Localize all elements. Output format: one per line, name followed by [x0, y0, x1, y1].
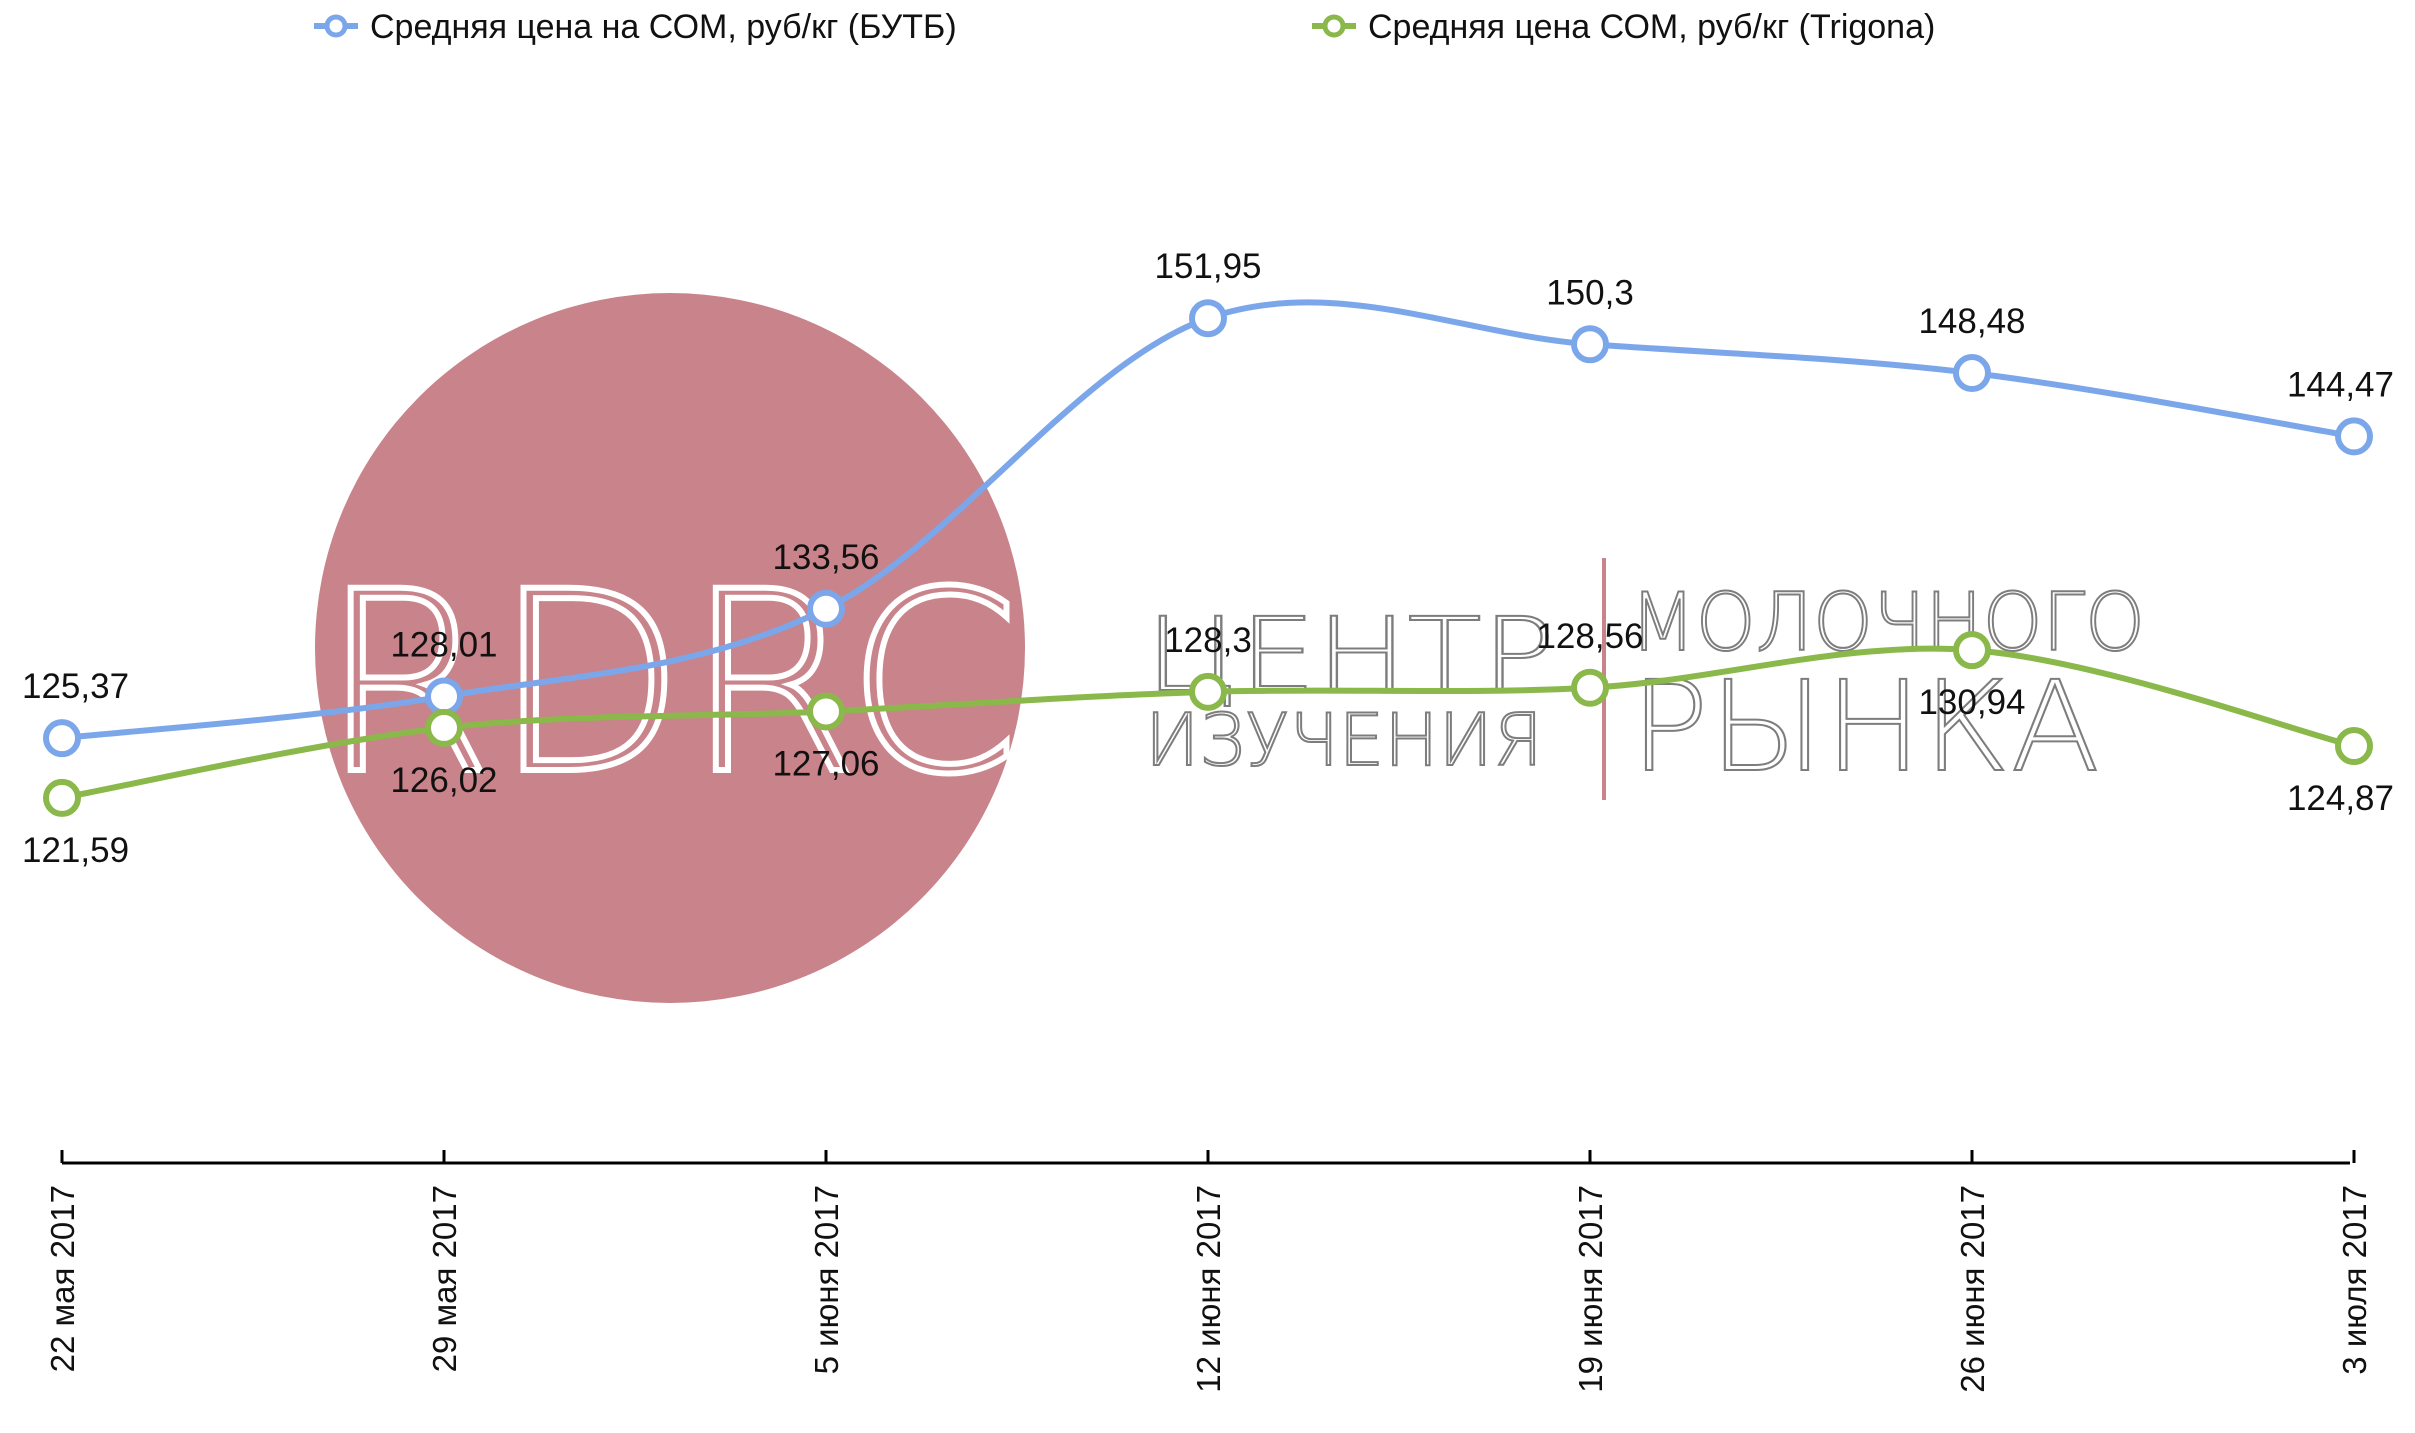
series-1-point — [425, 677, 463, 716]
legend-label-1: Средняя цена на СОМ, руб/кг (БУТБ) — [370, 8, 957, 46]
series-2-point — [43, 778, 81, 817]
series-1-data-label: 125,37 — [22, 667, 129, 706]
watermark-text-market: РЫНКА — [1630, 655, 2100, 800]
series-1-point — [43, 719, 81, 758]
series-1-data-label: 133,56 — [772, 538, 879, 577]
series-2-point — [2335, 727, 2373, 766]
series-2-point — [1953, 631, 1991, 670]
x-tick-label: 26 июня 2017 — [1954, 1185, 1991, 1393]
x-tick-label: 12 июня 2017 — [1190, 1185, 1227, 1393]
series — [43, 299, 2373, 817]
series-2-data-label: 121,59 — [22, 831, 129, 870]
series-1-point — [1571, 325, 1609, 364]
legend-marker-2 — [1322, 14, 1346, 38]
series-1-data-label: 150,3 — [1546, 273, 1634, 312]
series-2-point — [1189, 672, 1227, 711]
series-1-point — [1953, 354, 1991, 393]
series-1-point — [2335, 417, 2373, 456]
series-1-data-label: 144,47 — [2287, 365, 2394, 404]
series-2-data-label: 128,56 — [1536, 617, 1643, 656]
x-tick-label: 3 июля 2017 — [2336, 1185, 2373, 1375]
series-2-point — [1571, 668, 1609, 707]
watermark-text-dairy: МОЛОЧНОГО — [1630, 576, 2145, 669]
series-2-point — [425, 708, 463, 747]
data-labels: 125,37 128,01 133,56 151,95 150,3 148,48 144,4… — [22, 247, 2394, 870]
series-2-data-label: 130,94 — [1918, 683, 2025, 722]
x-tick-label: 19 июня 2017 — [1572, 1185, 1609, 1393]
x-tick-label: 22 мая 2017 — [44, 1185, 81, 1372]
series-1-point — [807, 589, 845, 628]
series-2-data-label: 128,3 — [1164, 621, 1252, 660]
series-1-data-label: 151,95 — [1154, 247, 1261, 286]
series-2-data-label: 127,06 — [772, 744, 879, 783]
series-2-data-label: 126,02 — [390, 761, 497, 800]
legend-marker-1 — [324, 14, 348, 38]
series-2-data-label: 124,87 — [2287, 779, 2394, 818]
x-tick-label: 5 июня 2017 — [808, 1185, 845, 1374]
series-1-point — [1189, 299, 1227, 338]
x-axis-ticks: 22 мая 2017 29 мая 2017 5 июня 2017 12 июня… — [44, 1150, 2373, 1393]
series-1-data-label: 128,01 — [390, 625, 497, 664]
series-1-data-label: 148,48 — [1918, 302, 2025, 341]
watermark-logo-circle — [315, 293, 1025, 1003]
legend: Средняя цена на СОМ, руб/кг (БУТБ) Средня… — [314, 8, 1935, 46]
x-tick-label: 29 мая 2017 — [426, 1185, 463, 1372]
watermark-text-study: ИЗУЧЕНИЯ — [1145, 698, 1543, 782]
series-2-point — [807, 692, 845, 731]
legend-label-2: Средняя цена СОМ, руб/кг (Trigona) — [1368, 8, 1935, 46]
